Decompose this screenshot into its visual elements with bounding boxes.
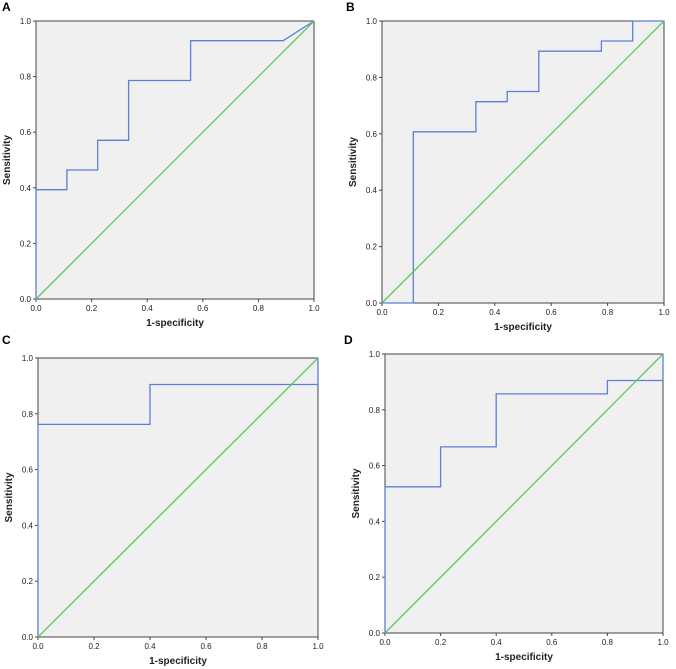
- roc-panel-b: B 0.0 0.2 0.4 0.6 0.8 1.0 0.0 0.2 0.4 0.6 0.8 1.0 1-s…: [346, 0, 670, 333]
- y-tick-label: 0.4: [366, 186, 378, 195]
- y-axis-title: Sensitivity: [351, 468, 362, 518]
- reference-diagonal-line: [35, 20, 315, 300]
- panel-label: B: [346, 0, 355, 14]
- x-tick-label: 0.6: [546, 638, 558, 647]
- x-tick-label: 0.8: [253, 304, 265, 313]
- y-tick-label: 0.0: [366, 299, 378, 308]
- y-tick-label: 0.8: [22, 410, 34, 419]
- y-tick-label: 0.0: [369, 629, 381, 638]
- roc-panel-c: C 0.0 0.2 0.4 0.6 0.8 1.0 0.0 0.2 0.4 0.6 0.8 1.0 1-s…: [2, 333, 324, 667]
- reference-diagonal-line: [384, 353, 664, 634]
- x-axis-title: 1-specificity: [146, 318, 204, 329]
- y-tick-label: 0.4: [22, 521, 34, 530]
- x-axis-title: 1-specificity: [494, 322, 552, 333]
- x-tick-label: 1.0: [657, 638, 669, 647]
- y-tick-label: 0.0: [20, 295, 32, 304]
- y-tick-label: 0.6: [369, 462, 381, 471]
- x-tick-label: 0.8: [256, 642, 268, 651]
- x-tick-label: 0.2: [88, 642, 100, 651]
- x-tick-label: 0.4: [144, 642, 156, 651]
- x-tick-label: 0.6: [197, 304, 209, 313]
- panel-label: D: [344, 333, 353, 347]
- y-axis-title: Sensitivity: [2, 135, 13, 185]
- roc-curve-line: [37, 358, 319, 637]
- y-tick-label: 0.6: [22, 466, 34, 475]
- y-axis-title: Sensitivity: [4, 472, 15, 522]
- x-tick-label: 0.0: [32, 642, 44, 651]
- roc-curve-line: [35, 20, 315, 299]
- x-tick-label: 0.8: [602, 638, 614, 647]
- x-tick-label: 0.0: [376, 308, 388, 317]
- x-tick-label: 0.8: [602, 308, 614, 317]
- panel-label: A: [2, 0, 11, 14]
- x-tick-label: 1.0: [658, 308, 670, 317]
- x-tick-label: 0.2: [435, 638, 447, 647]
- x-tick-label: 1.0: [312, 642, 324, 651]
- x-tick-label: 0.6: [546, 308, 558, 317]
- y-tick-label: 1.0: [22, 354, 34, 363]
- reference-diagonal-line: [37, 357, 319, 638]
- y-tick-label: 1.0: [366, 17, 378, 26]
- roc-curve-line: [382, 20, 664, 304]
- x-tick-label: 0.0: [30, 304, 42, 313]
- y-tick-label: 1.0: [369, 350, 381, 359]
- y-tick-label: 0.6: [20, 128, 32, 137]
- x-tick-label: 0.0: [379, 638, 391, 647]
- x-tick-label: 0.6: [200, 642, 212, 651]
- x-tick-label: 0.2: [433, 308, 445, 317]
- roc-curve-line: [384, 354, 664, 633]
- y-tick-label: 1.0: [20, 17, 32, 26]
- panel-label: C: [2, 333, 11, 347]
- x-tick-label: 0.4: [489, 308, 501, 317]
- x-axis-title: 1-specificity: [149, 656, 207, 667]
- y-axis-title: Sensitivity: [348, 137, 359, 187]
- reference-diagonal-line: [381, 20, 665, 304]
- roc-panel-a: A 0.0 0.2 0.4 0.6 0.8 1.0 0.0 0.2 0.4 0.6 0.8 1.0 1-s…: [2, 0, 320, 329]
- y-tick-label: 0.2: [20, 239, 32, 248]
- x-tick-label: 0.4: [491, 638, 503, 647]
- x-tick-label: 1.0: [308, 304, 320, 313]
- x-tick-label: 0.2: [86, 304, 98, 313]
- y-tick-label: 0.4: [20, 184, 32, 193]
- y-tick-label: 0.2: [369, 573, 381, 582]
- x-axis-title: 1-specificity: [495, 652, 553, 663]
- y-tick-label: 0.8: [20, 73, 32, 82]
- x-tick-label: 0.4: [142, 304, 154, 313]
- y-tick-label: 0.8: [369, 406, 381, 415]
- y-tick-label: 0.2: [22, 577, 34, 586]
- y-tick-label: 0.8: [366, 73, 378, 82]
- y-tick-label: 0.2: [366, 243, 378, 252]
- y-tick-label: 0.6: [366, 130, 378, 139]
- roc-panel-d: D 0.0 0.2 0.4 0.6 0.8 1.0 0.0 0.2 0.4 0.6 0.8 1.0 1-s…: [344, 333, 669, 663]
- y-tick-label: 0.0: [22, 633, 34, 642]
- y-tick-label: 0.4: [369, 517, 381, 526]
